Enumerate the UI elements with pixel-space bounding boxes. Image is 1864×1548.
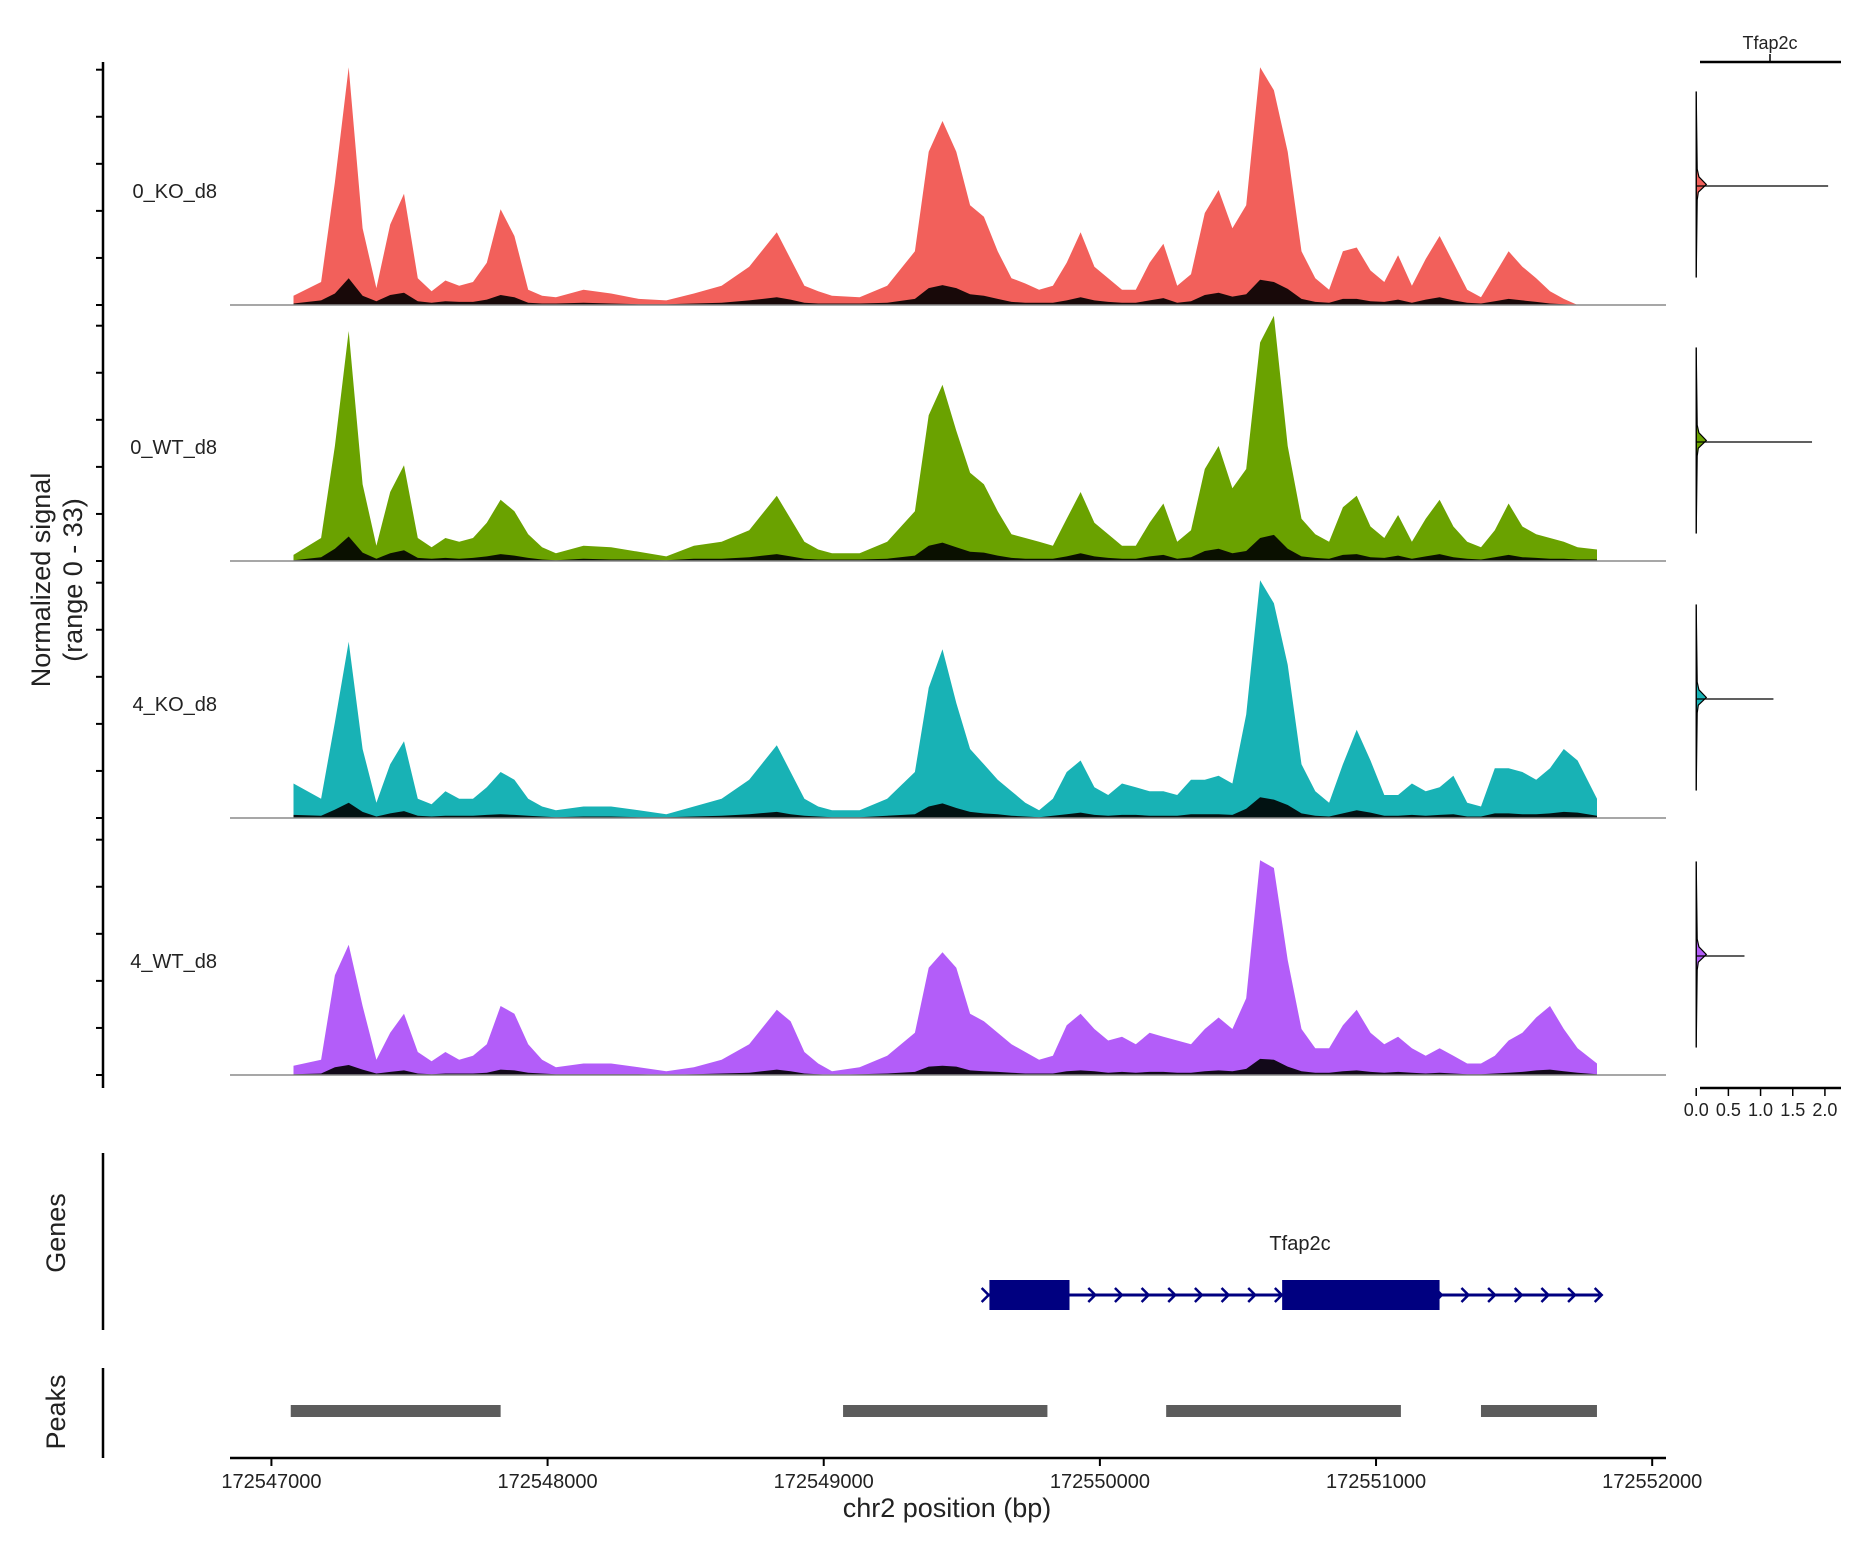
peaks-track: [101, 1368, 1597, 1458]
x-tick-label: 172549000: [774, 1471, 874, 1493]
gene-strand-arrow: [1220, 1287, 1231, 1303]
gene-strand-arrow: [1167, 1287, 1178, 1303]
gene-strand-arrow: [1273, 1287, 1284, 1303]
coverage-area-0_KO_d8: [293, 67, 1597, 305]
expression-panel: 0.0 0.5 1.0 1.5 2.0: [1684, 54, 1841, 1120]
expression-x-tick-label: 1.5: [1780, 1100, 1805, 1120]
track-label-4_KO_d8: 4_KO_d8: [132, 694, 217, 716]
peak-bar: [1480, 1405, 1597, 1417]
x-tick-label: 172552000: [1602, 1471, 1702, 1493]
expression-x-tick-label: 0.0: [1684, 1100, 1709, 1120]
track-labels: 0_KO_d8 0_WT_d8 4_KO_d8 4_WT_d8: [130, 181, 217, 973]
track-label-0_KO_d8: 0_KO_d8: [132, 181, 217, 203]
coverage-tracks: [230, 67, 1666, 1076]
y-axis: [96, 62, 105, 1088]
gene-exon: [989, 1280, 1070, 1310]
gene-exon: [1282, 1280, 1440, 1310]
gene-name-label: Tfap2c: [1269, 1233, 1330, 1255]
x-tick-label: 172550000: [1050, 1471, 1150, 1493]
gene-strand-arrow: [1140, 1287, 1151, 1303]
peak-bar: [1166, 1405, 1401, 1417]
coverage-area-4_WT_d8: [293, 860, 1597, 1075]
coverage-overlay-4_WT_d8: [293, 1058, 1597, 1075]
violin-0_WT_d8: [1695, 347, 1708, 534]
x-axis: 172547000 172548000 172549000 172550000 1725…: [221, 1456, 1702, 1493]
gene-strand-arrow: [1593, 1287, 1604, 1303]
gene-strand-arrow: [1567, 1287, 1577, 1303]
expression-gene-title: Tfap2c: [1742, 33, 1797, 53]
peak-bar: [843, 1405, 1048, 1417]
peak-bar: [290, 1405, 501, 1417]
gene-strand-arrow: [1540, 1287, 1551, 1303]
coverage-overlay-0_KO_d8: [293, 278, 1597, 305]
expression-x-tick-label: 2.0: [1812, 1100, 1837, 1120]
x-tick-label: 172548000: [498, 1471, 598, 1493]
genes-track-label: Genes: [41, 1193, 71, 1273]
y-axis-label-line2: (range 0 - 33): [58, 498, 88, 662]
gene-strand-arrow: [1194, 1287, 1204, 1303]
track-label-0_WT_d8: 0_WT_d8: [130, 437, 217, 459]
coverage-area-0_WT_d8: [293, 315, 1597, 561]
x-tick-label: 172551000: [1326, 1471, 1426, 1493]
genes-track: [101, 1153, 1604, 1330]
expression-x-tick-label: 0.5: [1716, 1100, 1741, 1120]
gene-strand-arrow: [1087, 1287, 1098, 1303]
gene-strand-arrow: [1247, 1287, 1257, 1303]
gene-strand-arrow: [980, 1287, 991, 1303]
coverage-area-4_KO_d8: [293, 580, 1597, 818]
gene-strand-arrow: [1513, 1287, 1524, 1303]
gene-strand-arrow: [1114, 1287, 1124, 1303]
coverage-overlay-4_KO_d8: [293, 797, 1597, 818]
x-axis-label: chr2 position (bp): [843, 1493, 1052, 1523]
track-label-4_WT_d8: 4_WT_d8: [130, 951, 217, 973]
y-axis-label-line1: Normalized signal: [26, 473, 56, 688]
peaks-track-label: Peaks: [41, 1374, 71, 1449]
gene-strand-arrow: [1460, 1287, 1471, 1303]
coverage-overlay-0_WT_d8: [293, 534, 1597, 561]
violin-4_KO_d8: [1695, 604, 1708, 791]
expression-x-tick-label: 1.0: [1748, 1100, 1773, 1120]
x-tick-label: 172547000: [221, 1471, 321, 1493]
violin-4_WT_d8: [1695, 861, 1708, 1048]
violin-0_KO_d8: [1695, 91, 1708, 278]
gene-strand-arrow: [1487, 1287, 1497, 1303]
